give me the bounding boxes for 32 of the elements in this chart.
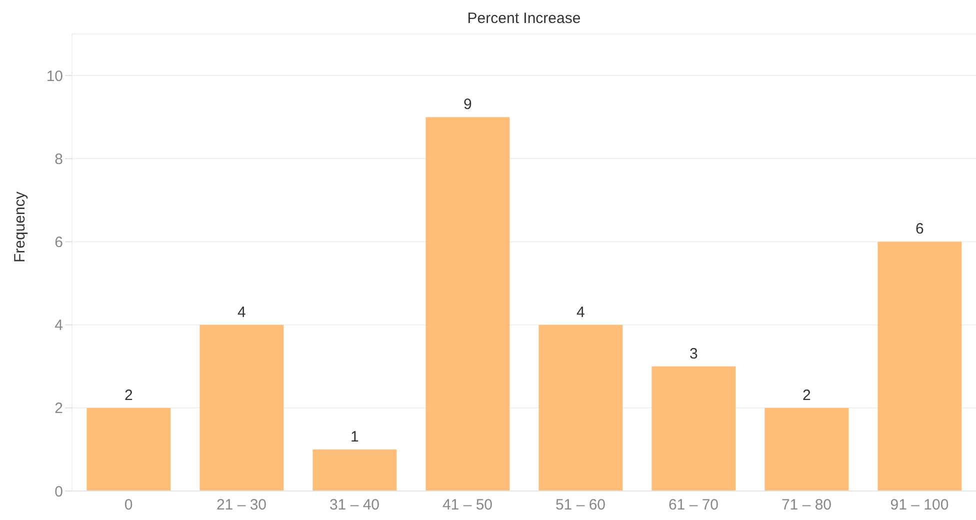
data-label: 9 [464,96,472,114]
y-tick-label: 10 [46,68,63,85]
bar [200,324,284,491]
bar [86,408,171,491]
x-tick-label: 51 – 60 [555,496,606,514]
x-tick-label: 71 – 80 [781,496,832,514]
bar [652,366,736,491]
data-label: 2 [124,386,133,404]
y-tick-label: 4 [54,317,63,334]
x-tick-label: 61 – 70 [668,496,719,514]
data-label: 2 [802,386,811,404]
data-label: 1 [350,428,359,446]
data-label: 4 [238,304,246,321]
bar [538,324,623,491]
bar [878,242,962,491]
data-label: 6 [916,220,924,238]
y-axis-title: Frequency [11,191,28,262]
y-tick-label: 8 [54,150,63,168]
y-tick-label: 0 [54,483,63,500]
bar [312,449,397,491]
x-tick-label: 41 – 50 [442,496,493,514]
data-label: 4 [576,304,585,321]
x-tick-label: 91 – 100 [890,496,949,514]
x-tick-label: 31 – 40 [329,496,380,514]
y-tick-label: 2 [54,400,63,418]
bar [764,408,849,491]
x-axis-title: Percent Increase [466,10,582,27]
y-tick-label: 6 [54,234,63,252]
data-label: 3 [690,345,698,362]
bar [426,117,510,491]
x-tick-label: 0 [124,496,133,514]
x-tick-label: 21 – 30 [216,496,267,514]
